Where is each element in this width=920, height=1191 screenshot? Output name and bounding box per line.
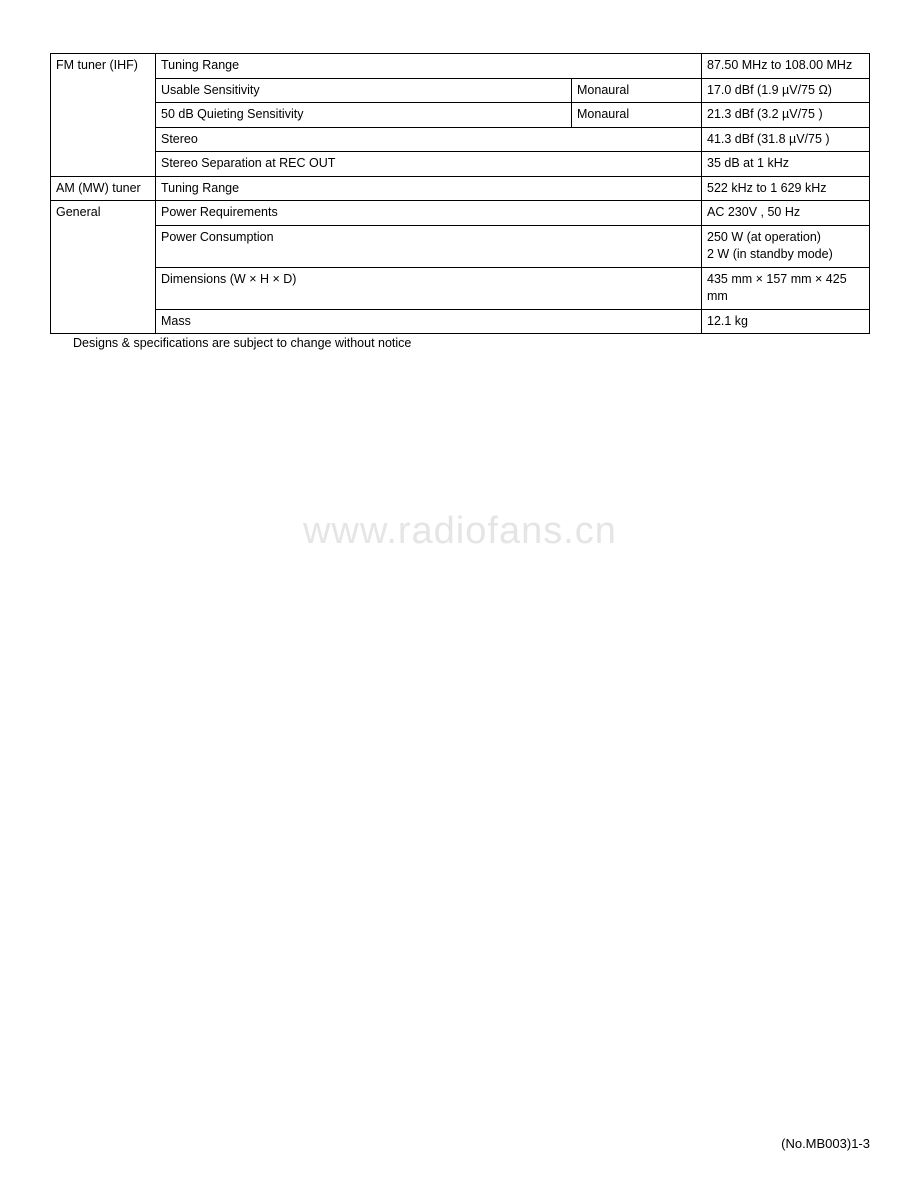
table-row: GeneralPower RequirementsAC 230V , 50 Hz — [51, 201, 870, 226]
value-cell: AC 230V , 50 Hz — [702, 201, 870, 226]
table-row: Stereo Separation at REC OUT35 dB at 1 k… — [51, 152, 870, 177]
extra-cell: Monaural — [572, 103, 702, 128]
category-cell: General — [51, 201, 156, 334]
spec-cell: Mass — [156, 309, 702, 334]
footnote-text: Designs & specifications are subject to … — [73, 336, 870, 350]
category-cell: AM (MW) tuner — [51, 176, 156, 201]
spec-cell: Stereo — [156, 127, 702, 152]
watermark-text: www.radiofans.cn — [303, 510, 617, 553]
spec-cell: Tuning Range — [156, 54, 702, 79]
value-cell: 17.0 dBf (1.9 µV/75 Ω) — [702, 78, 870, 103]
value-cell: 87.50 MHz to 108.00 MHz — [702, 54, 870, 79]
spec-cell: Power Requirements — [156, 201, 702, 226]
table-row: Power Consumption250 W (at operation)2 W… — [51, 225, 870, 267]
category-cell: FM tuner (IHF) — [51, 54, 156, 177]
table-row: FM tuner (IHF)Tuning Range87.50 MHz to 1… — [51, 54, 870, 79]
spec-cell: Dimensions (W × H × D) — [156, 267, 702, 309]
spec-cell: Stereo Separation at REC OUT — [156, 152, 702, 177]
table-row: AM (MW) tunerTuning Range 522 kHz to 1 6… — [51, 176, 870, 201]
table-row: 50 dB Quieting SensitivityMonaural21.3 d… — [51, 103, 870, 128]
table-row: Mass12.1 kg — [51, 309, 870, 334]
value-cell: 250 W (at operation)2 W (in standby mode… — [702, 225, 870, 267]
value-cell: 435 mm × 157 mm × 425 mm — [702, 267, 870, 309]
spec-cell: 50 dB Quieting Sensitivity — [156, 103, 572, 128]
value-cell: 522 kHz to 1 629 kHz — [702, 176, 870, 201]
table-row: Dimensions (W × H × D)435 mm × 157 mm × … — [51, 267, 870, 309]
value-cell: 35 dB at 1 kHz — [702, 152, 870, 177]
spec-cell: Usable Sensitivity — [156, 78, 572, 103]
spec-cell: Power Consumption — [156, 225, 702, 267]
page-number: (No.MB003)1-3 — [781, 1136, 870, 1151]
table-row: Usable SensitivityMonaural17.0 dBf (1.9 … — [51, 78, 870, 103]
value-cell: 12.1 kg — [702, 309, 870, 334]
value-cell: 21.3 dBf (3.2 µV/75 ) — [702, 103, 870, 128]
extra-cell: Monaural — [572, 78, 702, 103]
table-row: Stereo41.3 dBf (31.8 µV/75 ) — [51, 127, 870, 152]
spec-cell: Tuning Range — [156, 176, 702, 201]
table-body: FM tuner (IHF)Tuning Range87.50 MHz to 1… — [51, 54, 870, 334]
value-cell: 41.3 dBf (31.8 µV/75 ) — [702, 127, 870, 152]
specifications-table: FM tuner (IHF)Tuning Range87.50 MHz to 1… — [50, 53, 870, 334]
